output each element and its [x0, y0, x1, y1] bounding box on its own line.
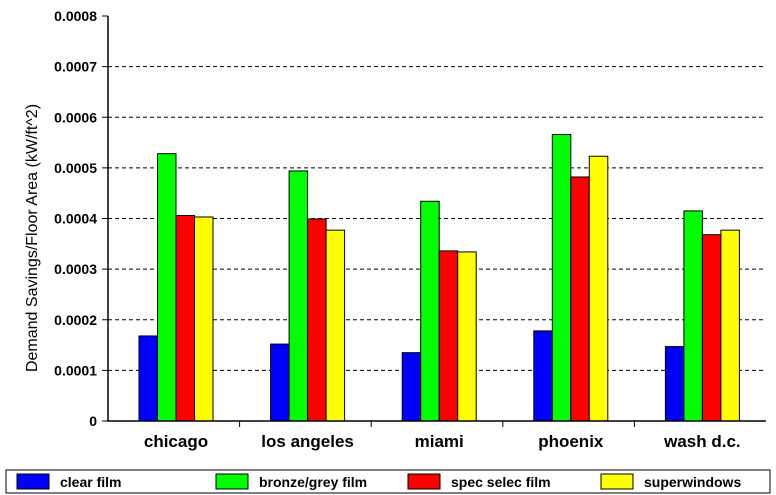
legend-frame — [5, 469, 771, 494]
legend-swatch — [215, 473, 249, 490]
y-tick-label: 0.0001 — [54, 362, 97, 378]
bar-spec-selec-film-chicago — [175, 214, 195, 422]
bar-superwindows-wash-d-c- — [720, 229, 740, 422]
legend-label: spec selec film — [451, 474, 551, 490]
bar-spec-selec-film-miami — [438, 250, 459, 422]
bar-clear-film-phoenix — [533, 330, 553, 422]
legend-label: superwindows — [644, 474, 741, 490]
y-tick-label: 0 — [89, 413, 97, 429]
legend-label: clear film — [60, 474, 121, 490]
bar-clear-film-miami — [401, 352, 422, 422]
bar-superwindows-los-angeles — [325, 229, 346, 422]
bar-bronze-grey-film-los-angeles — [288, 170, 309, 422]
bar-bronze-grey-film-phoenix — [551, 133, 572, 422]
y-tick-label: 0.0003 — [54, 261, 97, 277]
legend-swatch — [407, 473, 441, 490]
y-tick-label: 0.0008 — [54, 8, 97, 24]
bar-clear-film-chicago — [138, 335, 158, 422]
bar-clear-film-los-angeles — [270, 343, 290, 422]
x-category-label: los angeles — [261, 432, 354, 451]
axes — [107, 16, 766, 427]
y-tick-label: 0.0005 — [54, 160, 97, 176]
x-category-label: chicago — [144, 432, 208, 451]
bar-bronze-grey-film-wash-d-c- — [683, 210, 703, 422]
x-category-label: wash d.c. — [663, 432, 741, 451]
bar-spec-selec-film-phoenix — [570, 176, 590, 422]
bar-superwindows-chicago — [194, 216, 214, 422]
legend-swatch — [16, 473, 50, 490]
bar-superwindows-miami — [457, 251, 477, 422]
legend: clear film bronze/grey film spec selec fil… — [5, 469, 771, 494]
legend-label: bronze/grey film — [259, 474, 367, 490]
x-category-label: miami — [415, 432, 464, 451]
x-axis-category-labels: chicago los angeles miami phoenix wash d.c. — [144, 432, 741, 451]
bar-spec-selec-film-wash-d-c- — [701, 234, 722, 422]
bar-bronze-grey-film-chicago — [157, 153, 177, 422]
bar-superwindows-phoenix — [588, 155, 609, 422]
y-axis-ticks: 0 0.0001 0.0002 0.0003 0.0004 0.0005 0.0006 0.0… — [54, 8, 108, 429]
x-category-label: phoenix — [538, 432, 604, 451]
legend-swatch — [600, 473, 634, 490]
bar-spec-selec-film-los-angeles — [307, 218, 327, 422]
y-axis-label: Demand Savings/Floor Area (kW/ft^2) — [24, 104, 41, 372]
y-tick-label: 0.0004 — [54, 211, 97, 227]
y-tick-label: 0.0002 — [54, 312, 97, 328]
y-tick-label: 0.0006 — [54, 109, 97, 125]
bar-bronze-grey-film-miami — [420, 200, 440, 422]
y-tick-label: 0.0007 — [54, 59, 97, 75]
bars — [138, 133, 740, 422]
bar-clear-film-wash-d-c- — [664, 346, 685, 422]
